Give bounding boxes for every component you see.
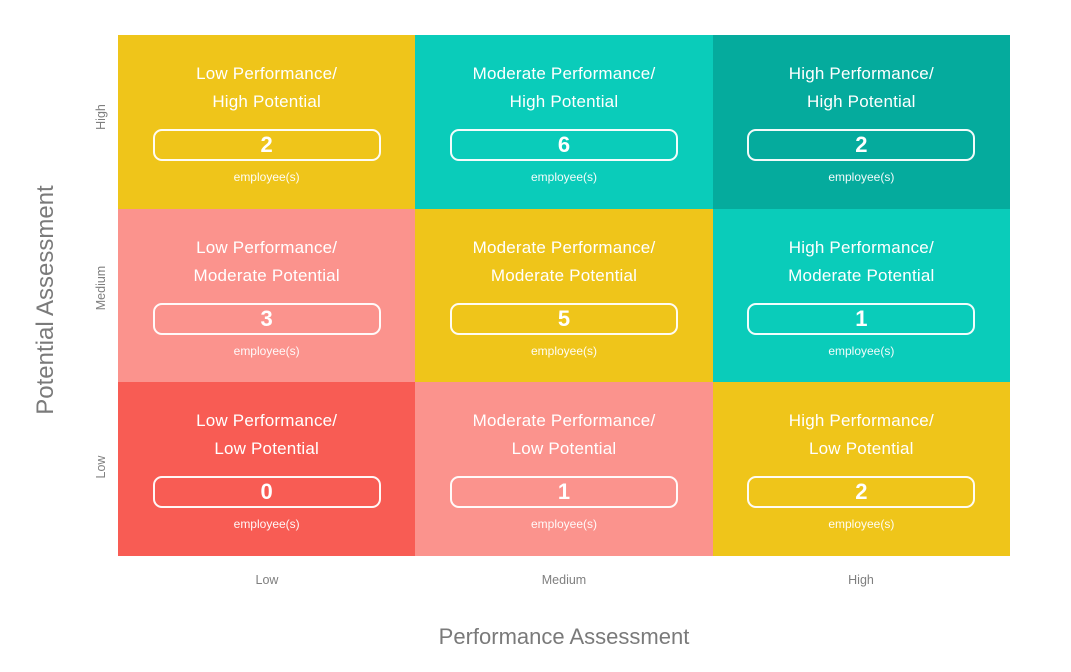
matrix-grid: Low Performance/ High Potential 2 employ… [118, 35, 1010, 556]
unit-label: employee(s) [828, 170, 895, 184]
x-tick-medium: Medium [541, 573, 587, 587]
employee-count: 2 [260, 132, 273, 157]
cell-title-line2: Moderate Potential [193, 265, 340, 285]
x-axis-title: Performance Assessment [438, 624, 690, 649]
cell-title: Low Performance/ Moderate Potential [194, 234, 340, 290]
cell-title: Moderate Performance/ High Potential [473, 60, 656, 116]
cell-moderate-performance-low-potential: Moderate Performance/ Low Potential 1 em… [415, 382, 713, 556]
cell-title-line2: High Potential [212, 92, 321, 111]
employee-count: 3 [260, 305, 273, 331]
cell-title: High Performance/ Low Potential [789, 407, 934, 463]
unit-label: employee(s) [233, 343, 300, 358]
cell-title-line1: Low Performance/ [196, 237, 338, 257]
cell-title-line1: Low Performance/ [196, 411, 338, 431]
cell-low-performance-moderate-potential: Low Performance/ Moderate Potential 3 em… [118, 208, 416, 383]
cell-high-performance-high-potential: High Performance/ High Potential 2 emplo… [712, 35, 1010, 209]
unit-label: employee(s) [530, 517, 597, 532]
employee-count-box: 2 [747, 476, 976, 509]
employee-count: 5 [557, 305, 571, 331]
cell-high-performance-low-potential: High Performance/ Low Potential 2 employ… [712, 382, 1010, 556]
employee-count-box: 2 [152, 129, 381, 161]
cell-title-line2: Moderate Potential [788, 265, 935, 285]
unit-label: employee(s) [828, 343, 895, 358]
cell-title-line2: High Potential [509, 92, 619, 111]
employee-count-box: 2 [747, 129, 976, 161]
cell-title-line1: High Performance/ [788, 411, 934, 431]
employee-count: 0 [260, 479, 273, 505]
cell-title-line1: Moderate Performance/ [472, 64, 656, 83]
cell-title-line1: Moderate Performance/ [472, 411, 656, 431]
employee-count: 2 [855, 479, 868, 505]
y-tick-medium: Medium [94, 265, 108, 311]
cell-low-performance-low-potential: Low Performance/ Low Potential 0 employe… [118, 382, 416, 556]
x-tick-high: High [848, 573, 874, 587]
y-axis-title: Potential Assessment [32, 185, 59, 415]
y-tick-low: Low [94, 455, 108, 479]
unit-label: employee(s) [530, 170, 597, 184]
employee-count-box: 3 [152, 302, 381, 335]
cell-title: Low Performance/ Low Potential [196, 407, 337, 463]
employee-count-box: 5 [449, 302, 678, 335]
employee-count-box: 1 [747, 302, 976, 335]
employee-count: 2 [855, 132, 868, 157]
cell-low-performance-high-potential: Low Performance/ High Potential 2 employ… [118, 35, 416, 209]
cell-high-performance-moderate-potential: High Performance/ Moderate Potential 1 e… [712, 208, 1010, 383]
cell-title-line1: Low Performance/ [196, 64, 338, 83]
cell-title: Moderate Performance/ Low Potential [473, 407, 656, 463]
unit-label: employee(s) [233, 517, 300, 532]
cell-title-line1: Moderate Performance/ [472, 237, 656, 257]
y-tick-high: High [94, 104, 108, 130]
unit-label: employee(s) [530, 343, 597, 358]
employee-count: 6 [557, 132, 571, 157]
cell-title: High Performance/ Moderate Potential [788, 234, 934, 290]
employee-count-box: 6 [449, 129, 678, 161]
cell-title-line2: Low Potential [214, 439, 319, 459]
x-tick-low: Low [255, 573, 279, 587]
cell-title: High Performance/ High Potential [789, 60, 934, 116]
unit-label: employee(s) [233, 170, 300, 184]
employee-count-box: 1 [449, 476, 678, 509]
unit-label: employee(s) [828, 517, 895, 532]
cell-title-line2: Moderate Potential [490, 265, 638, 285]
cell-title-line2: Low Potential [511, 439, 617, 459]
employee-count: 1 [557, 479, 571, 505]
cell-moderate-performance-high-potential: Moderate Performance/ High Potential 6 e… [415, 35, 713, 209]
employee-count-box: 0 [152, 476, 381, 509]
cell-title-line1: High Performance/ [788, 64, 934, 83]
cell-title-line2: Low Potential [808, 439, 914, 459]
cell-title: Moderate Performance/ Moderate Potential [473, 234, 656, 290]
cell-title-line1: High Performance/ [788, 237, 934, 257]
cell-title: Low Performance/ High Potential [196, 60, 337, 116]
cell-title-line2: High Potential [806, 92, 916, 111]
cell-moderate-performance-moderate-potential: Moderate Performance/ Moderate Potential… [415, 208, 713, 383]
employee-count: 1 [855, 305, 868, 331]
